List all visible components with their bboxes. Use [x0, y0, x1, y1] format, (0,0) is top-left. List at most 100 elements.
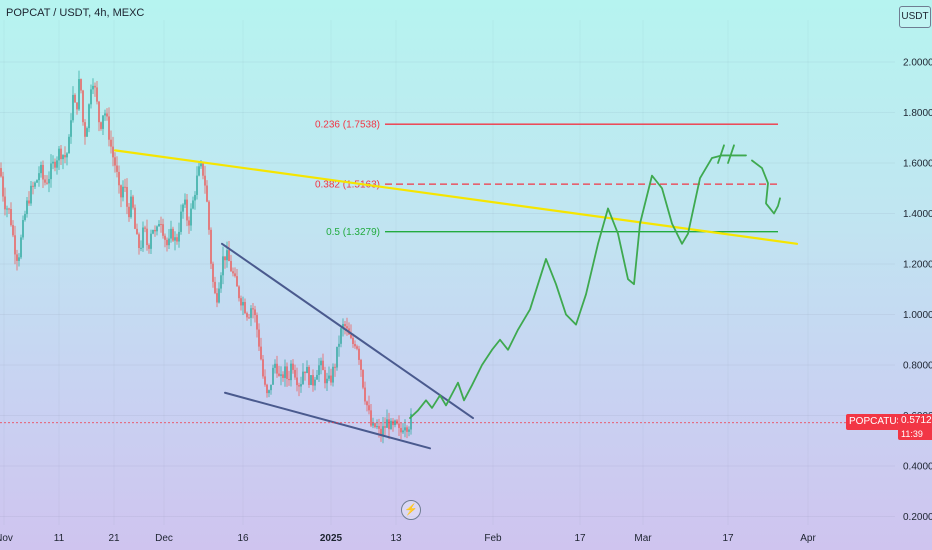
candle-body	[154, 229, 156, 232]
lightning-icon[interactable]: ⚡	[401, 500, 421, 520]
candle-body	[388, 419, 390, 430]
candle-body	[350, 334, 352, 338]
candle-body	[376, 426, 378, 428]
candle-body	[92, 85, 94, 90]
candle-body	[148, 245, 150, 249]
x-tick-label: 17	[722, 533, 734, 544]
candle-body	[14, 235, 16, 255]
candle-body	[180, 211, 182, 232]
candle-body	[162, 224, 164, 236]
candle-body	[384, 426, 386, 428]
candle-body	[122, 186, 124, 198]
candle-body	[210, 229, 212, 264]
x-tick-label: 17	[574, 533, 586, 544]
candle-body	[60, 148, 62, 160]
candle-body	[280, 374, 282, 376]
candle-body	[362, 369, 364, 388]
candle-body	[260, 346, 262, 360]
candle-body	[156, 226, 158, 232]
y-tick-label: 1.0000	[903, 310, 932, 321]
candle-body	[266, 384, 268, 394]
candle-body	[202, 163, 204, 176]
wedge-upper-line	[221, 242, 474, 420]
projection-pullback	[751, 159, 781, 215]
candle-body	[308, 366, 310, 385]
candle-body	[204, 175, 206, 186]
candle-body	[256, 315, 258, 330]
fibonacci-levels: 0.236 (1.7538) 0.382 (1.5163) 0.5 (1.3279)	[315, 120, 778, 238]
candle-body	[78, 79, 80, 110]
candle-body	[262, 359, 264, 377]
chart-title: POPCAT / USDT, 4h, MEXC	[6, 7, 145, 19]
currency-label[interactable]: USDT	[899, 6, 931, 28]
candle-body	[298, 385, 300, 387]
candle-body	[378, 426, 380, 429]
candle-body	[174, 237, 176, 241]
candle-body	[264, 376, 266, 385]
candle-body	[286, 366, 288, 379]
candle-body	[316, 374, 318, 380]
candle-body	[242, 302, 244, 306]
candle-body	[232, 271, 234, 274]
candle-body	[326, 378, 328, 384]
candle-body	[38, 173, 40, 181]
candle-body	[228, 250, 230, 262]
wedge-lower-line	[224, 391, 431, 450]
candle-body	[216, 293, 218, 303]
x-tick-label: 2025	[320, 533, 343, 544]
candle-body	[360, 359, 362, 370]
x-tick-label: Apr	[800, 533, 816, 544]
candle-body	[192, 200, 194, 209]
x-tick-label: Feb	[484, 533, 502, 544]
candle-body	[56, 160, 58, 168]
candle-body	[132, 196, 134, 208]
candle-body	[314, 379, 316, 386]
candle-body	[250, 308, 252, 318]
candle-body	[410, 413, 412, 430]
candle-body	[134, 207, 136, 229]
candle-body	[40, 164, 42, 174]
candle-body	[336, 346, 338, 368]
candle-body	[74, 94, 76, 103]
candle-body	[398, 423, 400, 428]
candle-body	[172, 228, 174, 241]
y-tick-label: 1.4000	[903, 209, 932, 220]
x-tick-label: 13	[390, 533, 402, 544]
candle-body	[188, 220, 190, 226]
time-axis: Nov 11 21 Dec 16 2025 13 Feb 17 Mar 17 Apr	[0, 533, 816, 544]
candle-body	[80, 79, 82, 91]
candle-body	[158, 224, 160, 227]
candle-body	[170, 228, 172, 239]
candle-body	[396, 420, 398, 424]
candle-body	[142, 227, 144, 248]
candle-body	[54, 161, 56, 168]
fib-label: 0.236 (1.7538)	[315, 120, 380, 131]
candle-body	[136, 228, 138, 235]
x-tick-label: Nov	[0, 533, 13, 544]
candle-body	[386, 419, 388, 428]
candle-body	[50, 163, 52, 180]
candle-body	[278, 373, 280, 376]
candle-body	[276, 363, 278, 374]
y-tick-label: 1.2000	[903, 260, 932, 271]
candle-body	[334, 366, 336, 368]
candle-body	[404, 427, 406, 431]
candle-body	[270, 384, 272, 391]
candle-body	[96, 87, 98, 102]
candle-body	[26, 200, 28, 215]
candle-body	[322, 360, 324, 371]
candle-body	[18, 257, 20, 261]
candle-body	[208, 201, 210, 230]
candle-body	[52, 161, 54, 164]
candle-body	[6, 208, 8, 210]
candle-body	[214, 281, 216, 294]
candle-body	[394, 420, 396, 426]
candle-body	[10, 209, 12, 226]
y-tick-label: 0.8000	[903, 361, 932, 372]
candle-body	[166, 239, 168, 246]
candle-body	[124, 186, 126, 188]
candle-body	[346, 326, 348, 329]
candle-body	[364, 387, 366, 402]
